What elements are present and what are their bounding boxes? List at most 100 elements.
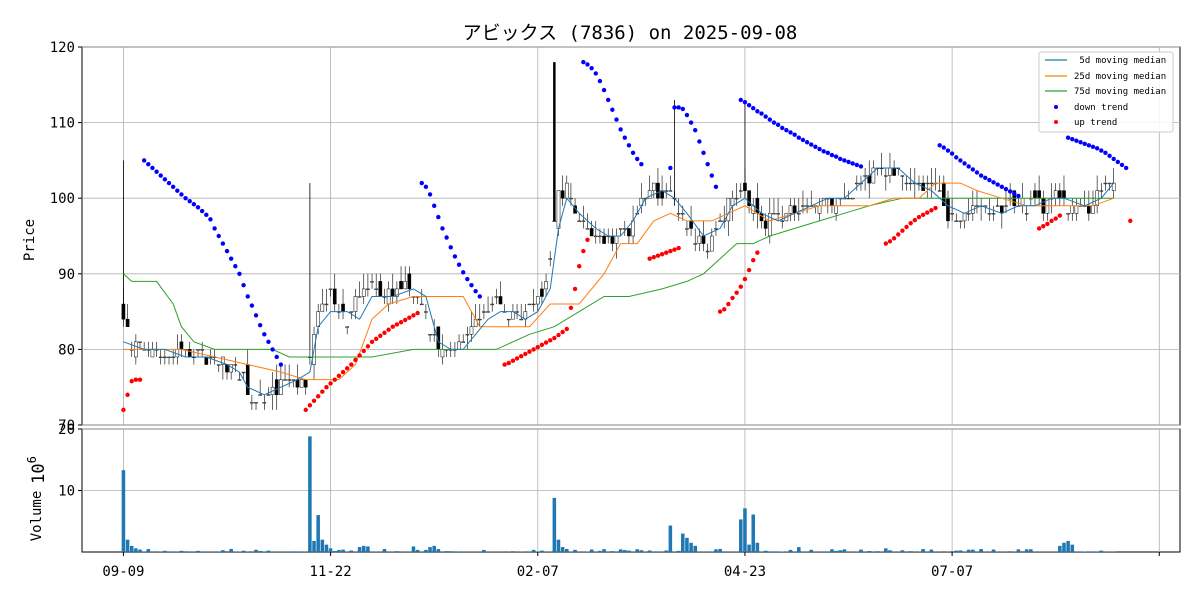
volume-bar (610, 551, 615, 552)
down-trend-point (228, 256, 234, 261)
candle-body (221, 356, 225, 365)
volume-bar (900, 550, 905, 552)
up-trend-point (336, 373, 342, 379)
candle-body (374, 288, 378, 290)
down-trend-point (1099, 148, 1104, 153)
candle-body (486, 311, 490, 313)
down-trend-point (150, 165, 155, 171)
candle-body (593, 235, 598, 238)
candle-body (328, 288, 333, 290)
up-trend-point (655, 253, 661, 258)
up-trend-point (746, 267, 752, 273)
candle-body (237, 379, 242, 381)
volume-bar (859, 549, 863, 552)
candle-body (805, 205, 809, 207)
up-trend-point (738, 284, 743, 289)
down-trend-point (850, 161, 855, 166)
candle-body (150, 349, 155, 358)
down-trend-point (742, 99, 748, 105)
up-trend-point (407, 315, 412, 320)
down-trend-point (614, 117, 619, 122)
up-trend-point (585, 237, 590, 242)
down-trend-point (581, 59, 586, 65)
down-trend-point (974, 170, 980, 175)
candle-body (1037, 190, 1041, 199)
down-trend-point (162, 177, 168, 182)
candle-body (419, 303, 424, 306)
down-trend-point (585, 62, 590, 67)
up-trend-point (1053, 216, 1058, 221)
candle-body (950, 213, 954, 215)
volume-bar (540, 550, 544, 552)
candle-body (477, 318, 482, 321)
down-trend-point (1070, 137, 1075, 142)
up-trend-point (552, 335, 557, 341)
volume-bar (154, 551, 159, 552)
down-trend-point (204, 212, 209, 218)
volume-bar (482, 549, 486, 552)
volume-bar (676, 550, 681, 552)
down-trend-point (208, 217, 213, 222)
candle-body (179, 341, 184, 350)
down-trend-point (477, 294, 482, 299)
candle-body (200, 349, 204, 351)
candle-body (274, 379, 279, 396)
down-trend-point (1094, 146, 1100, 151)
candle-body (685, 228, 689, 230)
volume-bar (834, 550, 838, 552)
volume-bar (134, 548, 138, 552)
candle-body (631, 220, 635, 237)
down-trend-point (1007, 189, 1013, 194)
down-trend-point (473, 288, 478, 294)
volume-bar (763, 550, 768, 552)
candle-body (316, 311, 320, 327)
down-trend-point (262, 332, 267, 337)
up-trend-point (933, 205, 938, 211)
candle-body (656, 182, 660, 199)
candle-body (324, 303, 329, 306)
volume-bar (685, 537, 689, 552)
down-trend-point (237, 271, 242, 276)
down-trend-point (833, 154, 839, 159)
down-trend-point (821, 149, 826, 154)
volume-tick-label-20: 20 (58, 422, 75, 438)
down-trend-point (792, 132, 797, 137)
down-trend-point (606, 97, 611, 103)
volume-bar (755, 542, 760, 552)
up-trend-point (357, 353, 362, 358)
volume-bar (921, 549, 925, 552)
up-trend-point (324, 385, 329, 390)
candle-body (287, 379, 291, 381)
candle-body (349, 311, 354, 313)
down-trend-point (452, 254, 458, 259)
x-tick-label-07-07: 07-07 (931, 564, 973, 580)
candle-body (233, 364, 238, 366)
down-trend-point (1016, 193, 1021, 199)
up-trend-point (328, 381, 333, 386)
up-trend-point (527, 349, 532, 354)
up-trend-point (717, 309, 723, 314)
candle-body (801, 205, 805, 207)
down-trend-point (697, 139, 702, 144)
candle-body (494, 296, 499, 298)
up-trend-point (742, 276, 748, 282)
price-tick-label-90: 90 (58, 267, 75, 283)
up-trend-point (137, 377, 143, 382)
up-trend-point (531, 347, 536, 352)
down-trend-point (1103, 150, 1108, 156)
down-trend-point (800, 137, 806, 143)
candle-body (726, 197, 731, 222)
down-trend-point (941, 145, 947, 150)
down-trend-point (423, 184, 429, 190)
legend-box (1038, 51, 1174, 133)
candle-body (357, 296, 362, 298)
candle-body (863, 175, 867, 177)
candle-body (258, 394, 262, 396)
candle-body (888, 167, 892, 176)
down-trend-point (630, 150, 636, 156)
up-trend-point (121, 407, 126, 413)
down-trend-point (589, 65, 594, 71)
down-trend-point (775, 122, 781, 128)
down-trend-point (618, 127, 623, 132)
